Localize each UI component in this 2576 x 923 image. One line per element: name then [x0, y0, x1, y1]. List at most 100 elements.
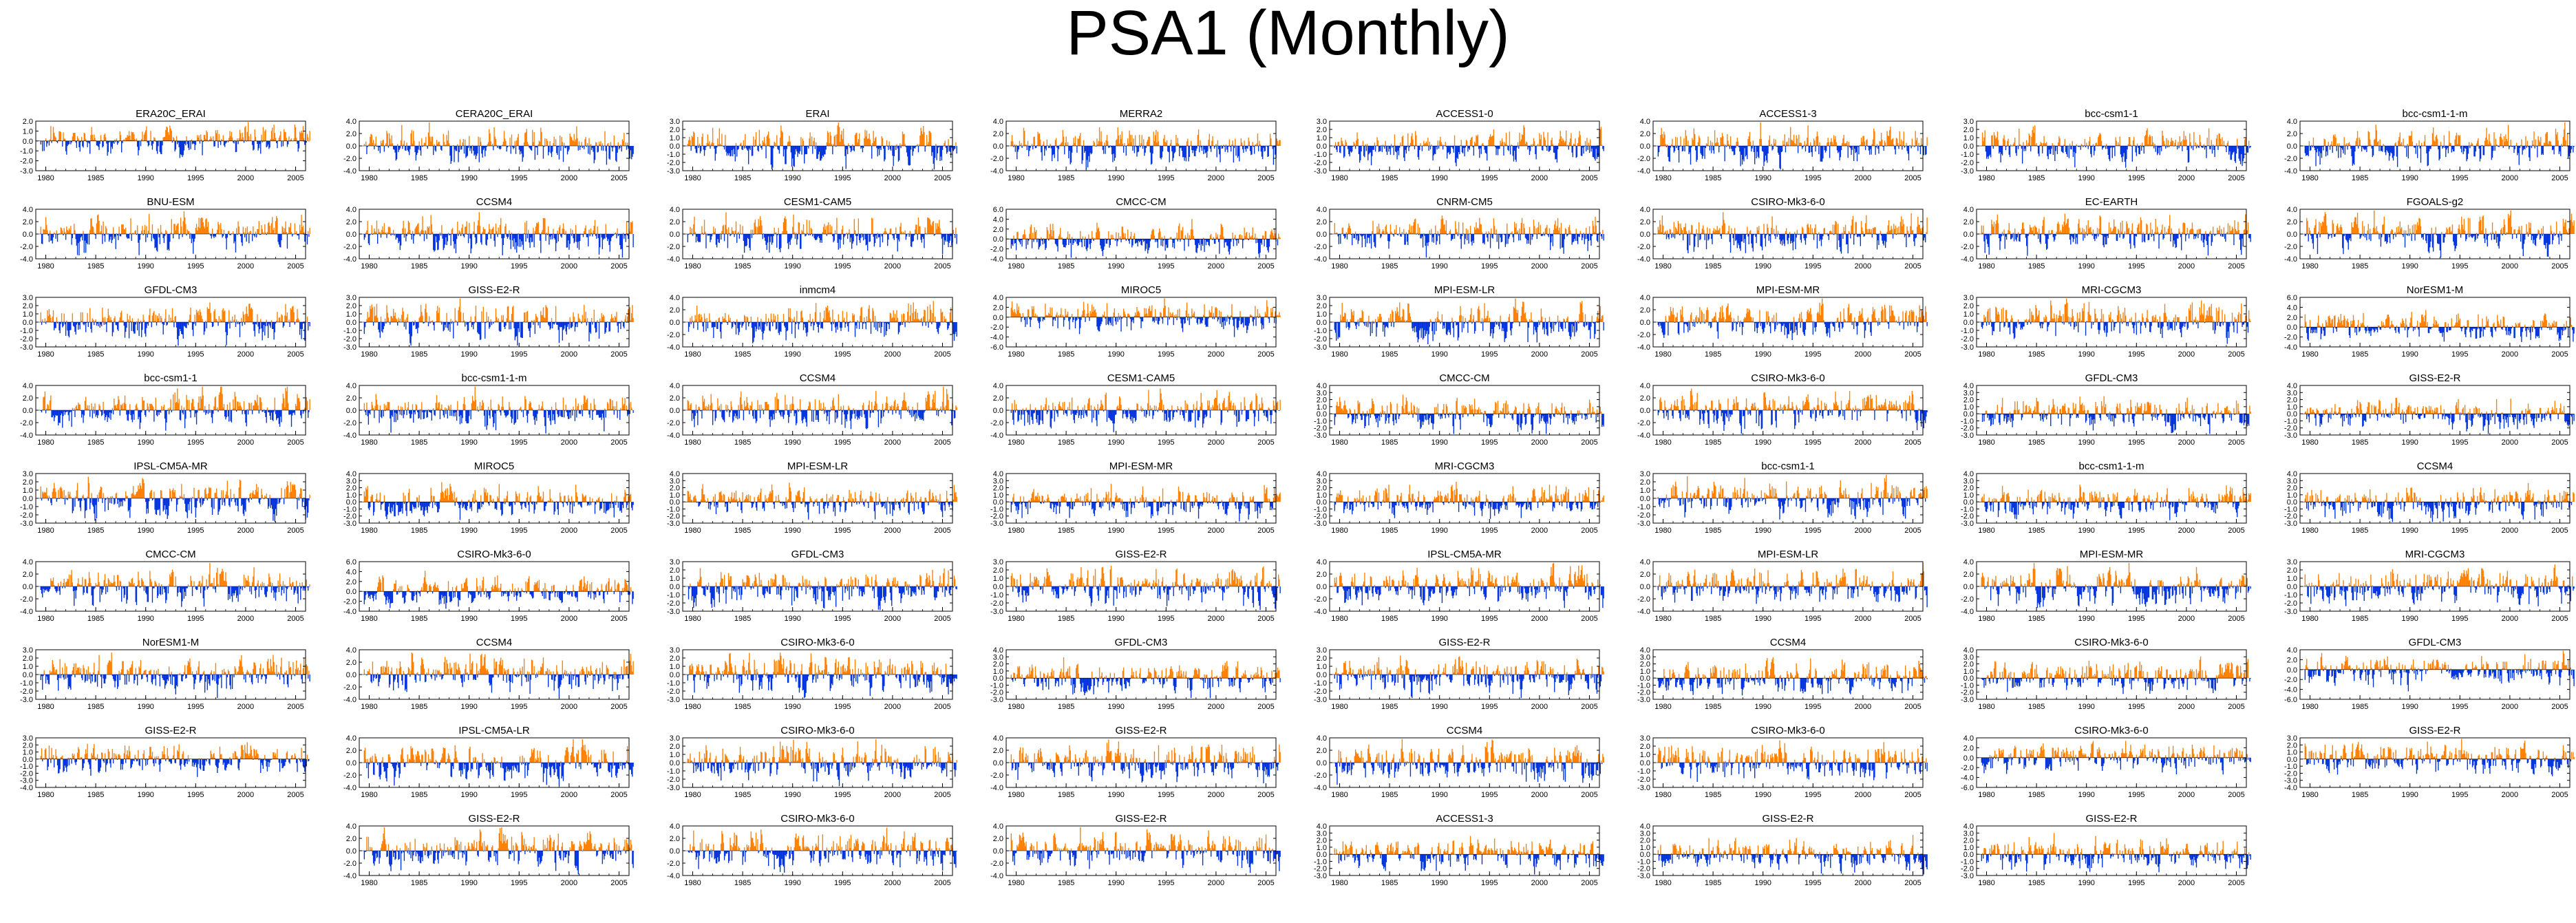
- anomaly-bar: [141, 139, 142, 141]
- anomaly-bar: [1186, 141, 1187, 146]
- anomaly-bar: [75, 141, 76, 142]
- x-tick-label: 1980: [684, 174, 701, 182]
- anomaly-bar: [736, 146, 737, 157]
- anomaly-bar: [531, 146, 532, 151]
- anomaly-bar: [469, 146, 470, 151]
- anomaly-bar: [1024, 131, 1025, 146]
- anomaly-bar: [451, 146, 452, 161]
- anomaly-bar: [899, 146, 900, 160]
- anomaly-bar: [209, 139, 210, 141]
- panel-title: MERRA2: [1120, 108, 1163, 120]
- anomaly-bar: [796, 146, 797, 151]
- anomaly-bar: [223, 136, 224, 141]
- anomaly-bar: [1135, 136, 1136, 146]
- anomaly-bar: [1187, 139, 1188, 146]
- anomaly-bar: [191, 140, 192, 141]
- anomaly-bar: [1265, 146, 1266, 151]
- anomaly-bar: [279, 136, 280, 141]
- anomaly-bar: [800, 137, 801, 146]
- anomaly-bar: [144, 135, 145, 141]
- anomaly-bar: [299, 131, 300, 140]
- anomaly-bar: [922, 134, 923, 146]
- anomaly-bar: [836, 134, 837, 146]
- anomaly-bar: [614, 136, 615, 146]
- anomaly-bar: [946, 146, 947, 153]
- anomaly-bar: [293, 138, 294, 141]
- anomaly-bar: [134, 139, 135, 141]
- anomaly-bar: [1148, 137, 1149, 146]
- y-tick-label: -1.0: [667, 151, 680, 159]
- anomaly-bar: [784, 146, 785, 149]
- anomaly-bar: [1363, 146, 1364, 156]
- anomaly-bar: [168, 132, 169, 141]
- anomaly-bar: [175, 141, 176, 149]
- anomaly-bar: [1076, 146, 1077, 153]
- anomaly-bar: [837, 125, 838, 146]
- y-tick-label: -1.0: [20, 147, 33, 156]
- anomaly-bar: [793, 146, 794, 166]
- panel-title: ERA20C_ERAI: [136, 108, 206, 120]
- anomaly-bar: [1066, 136, 1067, 146]
- anomaly-bar: [1054, 146, 1055, 158]
- anomaly-bar: [591, 146, 592, 150]
- anomaly-bar: [1040, 140, 1041, 146]
- anomaly-bar: [533, 132, 534, 146]
- anomaly-bar: [1043, 141, 1044, 146]
- anomaly-bar: [1371, 146, 1372, 165]
- anomaly-bar: [186, 136, 187, 141]
- anomaly-bar: [1067, 142, 1068, 146]
- anomaly-bar: [1335, 142, 1336, 146]
- anomaly-bar: [1136, 146, 1137, 157]
- anomaly-bar: [812, 146, 813, 154]
- anomaly-bar: [1222, 146, 1223, 149]
- anomaly-bar: [164, 137, 165, 141]
- anomaly-bar: [245, 126, 246, 141]
- anomaly-bar: [150, 131, 151, 141]
- anomaly-bar: [1032, 146, 1033, 149]
- anomaly-bar: [787, 142, 788, 146]
- anomaly-bar: [219, 134, 220, 141]
- anomaly-bar: [1154, 141, 1155, 146]
- anomaly-bar: [1368, 146, 1369, 154]
- anomaly-bar: [543, 146, 544, 159]
- anomaly-bar: [1208, 140, 1209, 146]
- anomaly-bar: [126, 138, 127, 141]
- anomaly-bar: [1233, 146, 1234, 162]
- anomaly-bar: [1056, 146, 1057, 147]
- anomaly-bar: [712, 128, 713, 146]
- anomaly-bar: [76, 141, 77, 148]
- anomaly-bar: [548, 146, 549, 156]
- anomaly-bar: [892, 146, 893, 156]
- anomaly-bar: [124, 139, 125, 140]
- anomaly-bar: [427, 146, 428, 149]
- anomaly-bar: [953, 146, 954, 151]
- anomaly-bar: [495, 136, 496, 146]
- x-tick-label: 2000: [1208, 174, 1224, 182]
- anomaly-bar: [805, 146, 806, 154]
- anomaly-bar: [1217, 140, 1218, 146]
- anomaly-bar: [225, 141, 226, 144]
- anomaly-bar: [89, 141, 90, 154]
- anomaly-bar: [1051, 146, 1052, 149]
- anomaly-bar: [370, 134, 371, 146]
- anomaly-bar: [515, 146, 516, 154]
- anomaly-bar: [834, 136, 835, 146]
- anomaly-bar: [949, 146, 950, 151]
- anomaly-bar: [489, 134, 490, 146]
- anomaly-bar: [216, 134, 217, 141]
- anomaly-bar: [538, 145, 539, 146]
- anomaly-bar: [728, 146, 729, 156]
- chart-panel: ERAI3.02.01.00.0-1.0-2.0-3.0198019851990…: [667, 108, 957, 182]
- x-tick-label: 1990: [460, 174, 477, 182]
- anomaly-bar: [273, 125, 274, 141]
- anomaly-bar: [799, 146, 800, 154]
- anomaly-bar: [938, 146, 939, 147]
- anomaly-bar: [607, 144, 608, 146]
- anomaly-bar: [201, 139, 202, 141]
- anomaly-bar: [713, 143, 714, 146]
- anomaly-bar: [121, 141, 122, 153]
- anomaly-bar: [1083, 140, 1084, 146]
- anomaly-bar: [1134, 146, 1135, 153]
- anomaly-bar: [71, 141, 72, 142]
- anomaly-bar: [493, 127, 494, 146]
